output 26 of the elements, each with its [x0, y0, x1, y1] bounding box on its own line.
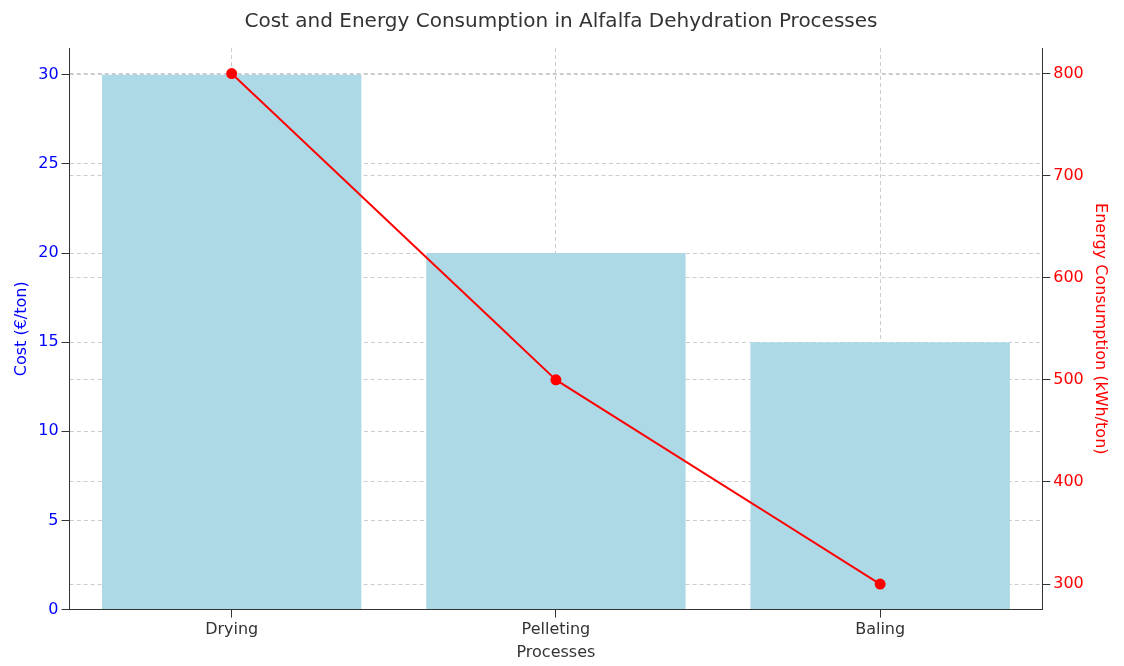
- x-tick-label: Drying: [205, 619, 259, 639]
- y2-tick-label: 400: [1053, 471, 1084, 491]
- y-tick-label: 5: [48, 509, 59, 529]
- bar: [101, 74, 362, 610]
- y2-tick-label: 600: [1053, 266, 1084, 286]
- y2-tick-label: 800: [1053, 62, 1084, 82]
- point: [550, 374, 562, 386]
- point: [226, 68, 238, 80]
- chart-title: Cost and Energy Consumption in Alfalfa Dehydration Processes: [244, 8, 878, 33]
- y-tick-label: 0: [48, 598, 59, 618]
- x-axis-title: Processes: [516, 641, 596, 661]
- y-tick-label: 30: [38, 63, 59, 83]
- x-tick-label: Baling: [855, 619, 906, 639]
- y-axis-title: Cost (€/ton): [10, 281, 30, 377]
- y2-tick-label: 500: [1053, 369, 1084, 389]
- y2-tick-label: 300: [1053, 573, 1084, 593]
- bar: [750, 342, 1010, 610]
- y2-tick-label: 700: [1053, 164, 1084, 184]
- point: [874, 578, 886, 590]
- y-tick-label: 10: [38, 420, 59, 440]
- bar: [426, 253, 686, 610]
- y-tick-label: 25: [38, 153, 59, 173]
- y-tick-label: 20: [38, 242, 59, 262]
- y2-axis-title: Energy Consumption (kWh/ton): [1092, 203, 1112, 455]
- y-tick-label: 15: [38, 331, 59, 351]
- x-tick-label: Pelleting: [521, 619, 591, 639]
